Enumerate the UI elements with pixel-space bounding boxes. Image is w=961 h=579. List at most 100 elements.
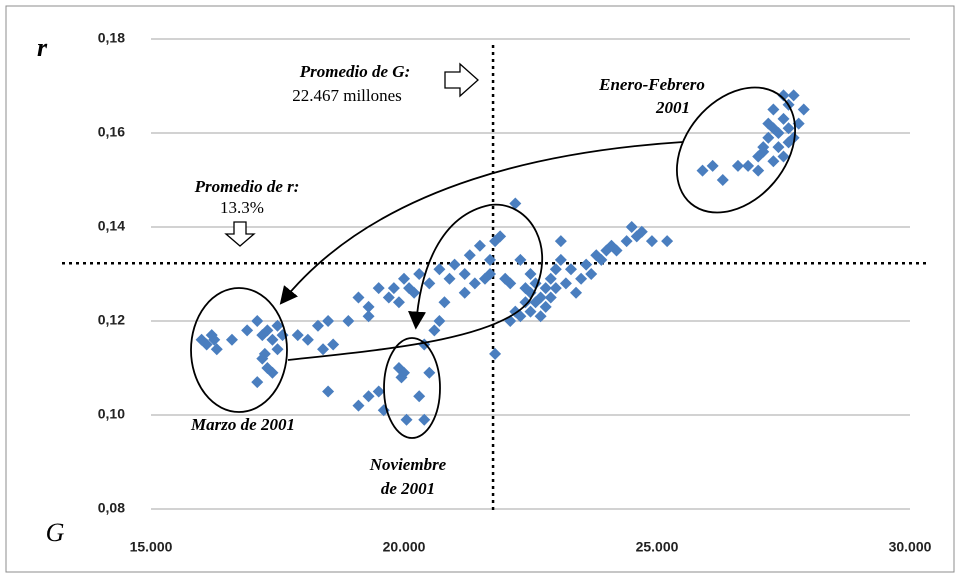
point [484, 268, 497, 280]
point [413, 268, 426, 280]
point [392, 296, 405, 309]
point [731, 159, 744, 172]
ellipse [383, 337, 441, 439]
point [620, 235, 633, 248]
point [271, 343, 284, 356]
point [423, 366, 436, 379]
point [696, 164, 709, 177]
point [772, 127, 785, 139]
point [271, 319, 284, 332]
point [777, 150, 790, 163]
ellipse [676, 86, 796, 214]
point [585, 268, 598, 280]
point [448, 258, 461, 271]
annotation: Promedio de G: [299, 62, 410, 81]
point [418, 413, 431, 426]
arrow-icon [224, 221, 256, 247]
point [625, 221, 638, 233]
point [382, 291, 395, 304]
point [208, 333, 221, 346]
point [767, 155, 780, 168]
point [458, 268, 471, 280]
point [398, 272, 410, 285]
point [291, 329, 304, 342]
point [564, 263, 577, 276]
point [570, 286, 583, 299]
point [251, 376, 264, 389]
point [261, 324, 274, 337]
y-tick-label: 0,12 [98, 312, 125, 328]
y-tick-label: 0,10 [98, 406, 125, 422]
point [610, 244, 623, 257]
point [762, 117, 775, 130]
point [395, 371, 408, 384]
annotation: 22.467 millones [292, 86, 402, 105]
point [408, 286, 421, 299]
point [494, 230, 507, 243]
point [797, 103, 810, 116]
point [777, 89, 790, 102]
point [661, 235, 674, 248]
annotation: Promedio de r: [194, 177, 300, 196]
point [645, 235, 658, 248]
point [241, 324, 254, 337]
point [433, 315, 446, 327]
point [362, 300, 375, 313]
point [443, 272, 456, 285]
point [311, 319, 324, 332]
point [322, 385, 335, 398]
point [423, 277, 436, 290]
point [317, 343, 330, 356]
point [782, 122, 795, 135]
point [554, 235, 567, 248]
point [519, 296, 532, 309]
point [473, 239, 486, 252]
point [352, 291, 365, 304]
x-tick-label: 15.000 [130, 539, 173, 555]
point [514, 310, 527, 323]
point [362, 310, 375, 323]
frame [5, 5, 955, 573]
point [489, 347, 502, 360]
point [590, 249, 603, 262]
point [387, 282, 400, 295]
point [519, 282, 532, 295]
x-axis-label: G [46, 518, 65, 547]
point [301, 333, 314, 346]
point [514, 253, 527, 266]
y-tick-label: 0,16 [98, 124, 125, 140]
point [251, 315, 264, 327]
point [787, 89, 800, 102]
point [524, 268, 537, 280]
arrow-icon [444, 62, 479, 98]
point [544, 272, 557, 285]
point [225, 333, 238, 346]
point [266, 333, 279, 346]
point [372, 282, 385, 295]
y-axis-label: r [37, 33, 48, 62]
point [595, 253, 608, 266]
point [554, 253, 567, 266]
point [787, 131, 800, 144]
point [706, 159, 719, 172]
annotation: de 2001 [381, 479, 435, 498]
point [504, 277, 517, 290]
y-tick-label: 0,18 [98, 30, 125, 46]
annotation: 13.3% [220, 198, 264, 217]
annotation: Enero-Febrero [598, 75, 705, 94]
point [549, 282, 562, 295]
annotation: Noviembre [369, 455, 447, 474]
arrow [279, 141, 684, 305]
point [534, 310, 547, 323]
point [580, 258, 593, 271]
point [258, 347, 271, 360]
point [428, 324, 441, 337]
point [322, 315, 335, 327]
point [438, 296, 451, 309]
point [468, 277, 481, 290]
point [635, 225, 648, 238]
point [539, 282, 552, 295]
point [200, 338, 213, 351]
point [400, 413, 413, 426]
point [752, 164, 765, 177]
